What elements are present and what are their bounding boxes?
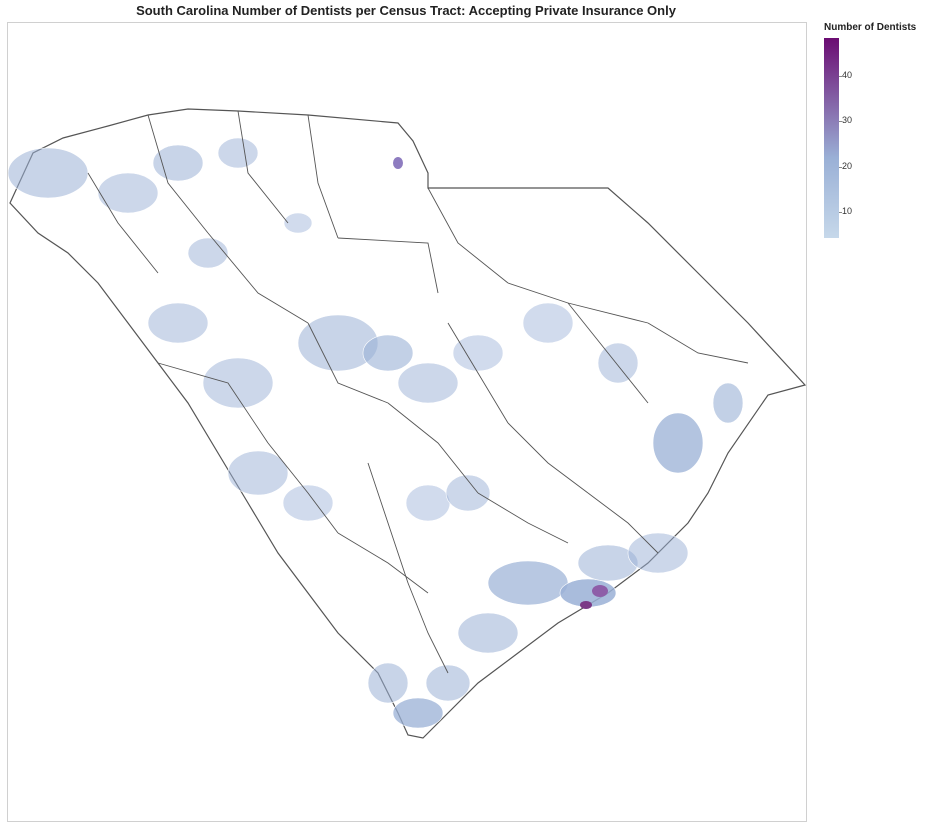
census-tract[interactable]: [367, 662, 409, 704]
census-tract[interactable]: [297, 314, 379, 372]
map-title: South Carolina Number of Dentists per Ce…: [136, 3, 676, 18]
census-tract[interactable]: [487, 560, 569, 606]
census-tract-high[interactable]: [393, 157, 403, 169]
census-tract[interactable]: [202, 357, 274, 409]
legend-tick-label: 30: [842, 115, 853, 125]
census-tract[interactable]: [425, 664, 471, 702]
legend-tick-label: 20: [842, 161, 853, 171]
census-tract[interactable]: [522, 302, 574, 344]
county-boundaries: [87, 110, 749, 674]
census-tract[interactable]: [283, 212, 313, 234]
legend-gradient-bar: [824, 38, 839, 238]
census-tract-high[interactable]: [580, 601, 592, 609]
census-tract[interactable]: [445, 474, 491, 512]
census-tract[interactable]: [147, 302, 209, 344]
census-tract[interactable]: [152, 144, 204, 182]
map-frame: [7, 22, 807, 822]
census-tract-high[interactable]: [592, 585, 608, 597]
legend-tick-label: 10: [842, 206, 853, 216]
census-tract[interactable]: [97, 172, 159, 214]
legend-tick-label: 40: [842, 70, 853, 80]
census-tract[interactable]: [597, 342, 639, 384]
census-tract[interactable]: [397, 362, 459, 404]
census-tract[interactable]: [187, 237, 229, 269]
census-tract[interactable]: [452, 334, 504, 372]
color-legend: Number of Dentists 10 20 30 40: [824, 22, 931, 242]
census-tracts: [8, 137, 744, 729]
census-tract[interactable]: [227, 450, 289, 496]
census-tract[interactable]: [457, 612, 519, 654]
census-tract[interactable]: [405, 484, 451, 522]
census-tract[interactable]: [712, 382, 744, 424]
census-tract[interactable]: [282, 484, 334, 522]
census-tract[interactable]: [217, 137, 259, 169]
map-svg[interactable]: [8, 23, 808, 823]
census-tract[interactable]: [8, 147, 89, 199]
census-tract[interactable]: [392, 697, 444, 729]
census-tract[interactable]: [652, 412, 704, 474]
legend-title: Number of Dentists: [824, 22, 917, 33]
census-tract[interactable]: [362, 334, 414, 372]
